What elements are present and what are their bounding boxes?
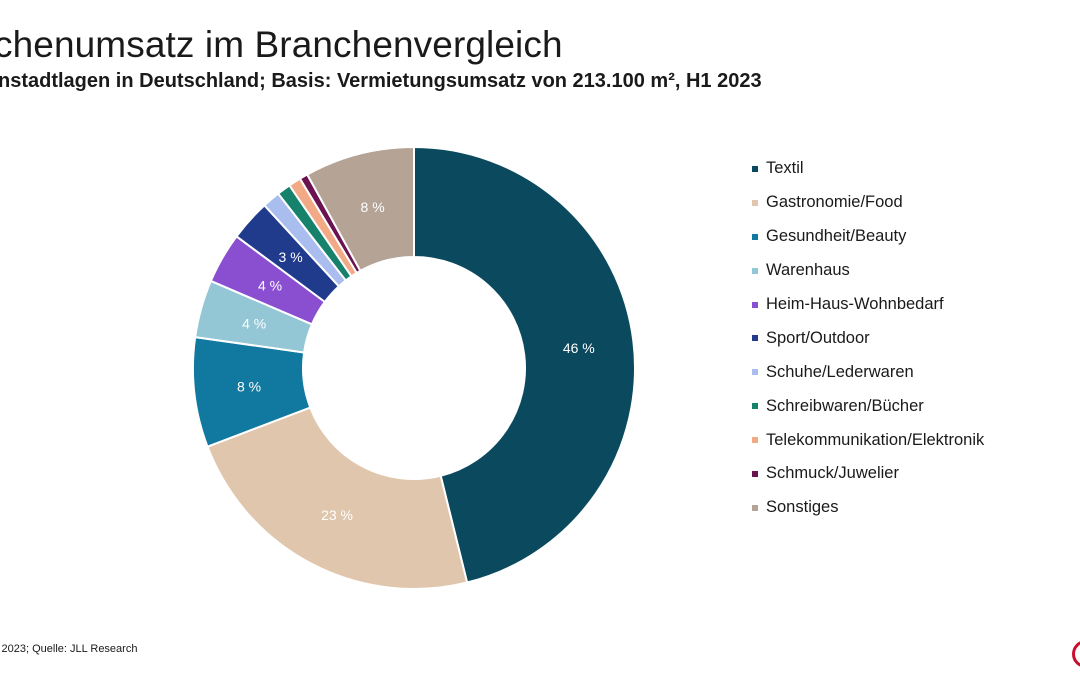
source-note: i 2023; Quelle: JLL Research (0, 643, 138, 655)
legend-swatch (752, 369, 758, 376)
donut-slice-10 (305, 145, 415, 273)
slice-data-label: 4 % (258, 277, 282, 293)
legend-label: Schuhe/Lederwaren (766, 362, 914, 381)
legend-item: Sport/Outdoor (752, 321, 984, 355)
legend-item: Sonstiges (752, 491, 984, 525)
brand-logo-icon (1072, 640, 1080, 668)
donut-chart: 46 % 23 % 8 % 4 % 4 % 3 % 8 % (192, 145, 636, 590)
legend-swatch (752, 165, 758, 172)
chart-title: chenumsatz im Branchenvergleich (0, 24, 563, 65)
legend-swatch (752, 403, 758, 410)
slice-data-label: 23 % (321, 507, 353, 523)
slice-data-label: 4 % (242, 315, 266, 331)
legend-swatch (752, 267, 758, 274)
legend-item: Schuhe/Lederwaren (752, 355, 984, 389)
legend-item: Textil (752, 152, 984, 186)
legend-swatch (752, 335, 758, 342)
legend-label: Schreibwaren/Bücher (766, 396, 924, 415)
donut-slice-0 (413, 145, 636, 584)
legend-label: Sonstiges (766, 498, 839, 517)
legend-label: Gastronomie/Food (766, 193, 903, 212)
legend-label: Sport/Outdoor (766, 328, 870, 347)
legend-label: Schmuck/Juwelier (766, 464, 899, 483)
legend-label: Telekommunikation/Elektronik (766, 430, 985, 449)
legend-swatch (752, 199, 758, 206)
legend-item: Schreibwaren/Bücher (752, 389, 984, 423)
legend-label: Textil (766, 159, 804, 178)
legend-label: Heim-Haus-Wohnbedarf (766, 295, 944, 313)
slice-data-label: 3 % (279, 249, 303, 265)
legend-label: Gesundheit/Beauty (766, 227, 907, 246)
legend-label: Warenhaus (766, 261, 850, 280)
legend-swatch (752, 233, 758, 240)
legend-swatch (752, 504, 758, 511)
slice-data-label: 46 % (563, 340, 595, 356)
legend-item: Schmuck/Juwelier (752, 457, 984, 491)
slice-data-label: 8 % (237, 379, 261, 395)
donut-slice-1 (206, 406, 469, 590)
legend-item: Telekommunikation/Elektronik (752, 423, 984, 457)
legend-item: Heim-Haus-Wohnbedarf (752, 288, 984, 322)
legend-item: Warenhaus (752, 254, 984, 288)
legend-item: Gastronomie/Food (752, 186, 984, 220)
chart-subtitle: nstadtlagen in Deutschland; Basis: Vermi… (0, 70, 762, 92)
legend-swatch (752, 437, 758, 444)
slice-data-label: 8 % (361, 199, 385, 215)
legend-item: Gesundheit/Beauty (752, 220, 984, 254)
legend-swatch (752, 470, 758, 477)
legend-swatch (752, 301, 758, 308)
chart-legend: Textil Gastronomie/Food Gesundheit/Beauty W… (752, 152, 984, 525)
